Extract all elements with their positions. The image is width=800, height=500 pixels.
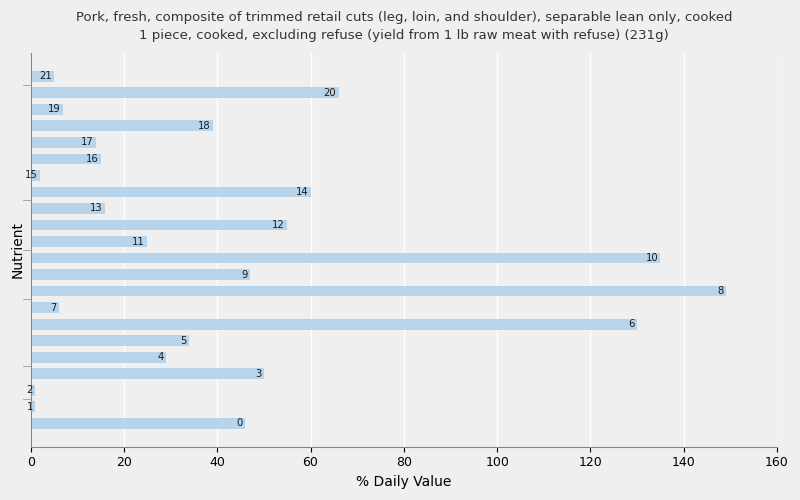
Bar <box>30 104 63 115</box>
Y-axis label: Nutrient: Nutrient <box>11 222 25 278</box>
Text: 16: 16 <box>86 154 98 164</box>
Text: 9: 9 <box>241 270 247 280</box>
Bar <box>30 286 726 296</box>
Text: 7: 7 <box>50 302 56 312</box>
Text: 6: 6 <box>628 319 634 329</box>
Bar <box>30 418 246 428</box>
Title: Pork, fresh, composite of trimmed retail cuts (leg, loin, and shoulder), separab: Pork, fresh, composite of trimmed retail… <box>75 11 732 42</box>
Bar <box>30 154 101 164</box>
Text: 19: 19 <box>48 104 61 115</box>
Text: 13: 13 <box>90 204 103 214</box>
Bar <box>30 385 35 396</box>
Bar <box>30 120 213 131</box>
X-axis label: % Daily Value: % Daily Value <box>356 475 451 489</box>
Text: 10: 10 <box>646 253 658 263</box>
Bar <box>30 186 310 198</box>
Text: 15: 15 <box>25 170 38 180</box>
Bar <box>30 352 166 362</box>
Text: 17: 17 <box>81 138 94 147</box>
Bar <box>30 220 287 230</box>
Text: 3: 3 <box>255 369 262 379</box>
Text: 5: 5 <box>181 336 187 345</box>
Text: 1: 1 <box>26 402 33 412</box>
Text: 14: 14 <box>295 187 308 197</box>
Bar <box>30 368 264 379</box>
Text: 8: 8 <box>717 286 723 296</box>
Bar <box>30 170 40 181</box>
Bar <box>30 137 96 147</box>
Text: 20: 20 <box>323 88 336 98</box>
Bar <box>30 88 338 98</box>
Text: 12: 12 <box>272 220 285 230</box>
Bar <box>30 71 54 82</box>
Text: 18: 18 <box>198 121 210 131</box>
Bar <box>30 336 190 346</box>
Text: 4: 4 <box>158 352 164 362</box>
Bar <box>30 203 106 214</box>
Bar <box>30 236 147 247</box>
Text: 11: 11 <box>132 236 145 246</box>
Bar <box>30 269 250 280</box>
Bar <box>30 402 35 412</box>
Text: 21: 21 <box>39 72 52 82</box>
Text: 0: 0 <box>237 418 243 428</box>
Bar <box>30 302 58 313</box>
Text: 2: 2 <box>26 386 33 396</box>
Bar <box>30 252 660 264</box>
Bar <box>30 319 637 330</box>
